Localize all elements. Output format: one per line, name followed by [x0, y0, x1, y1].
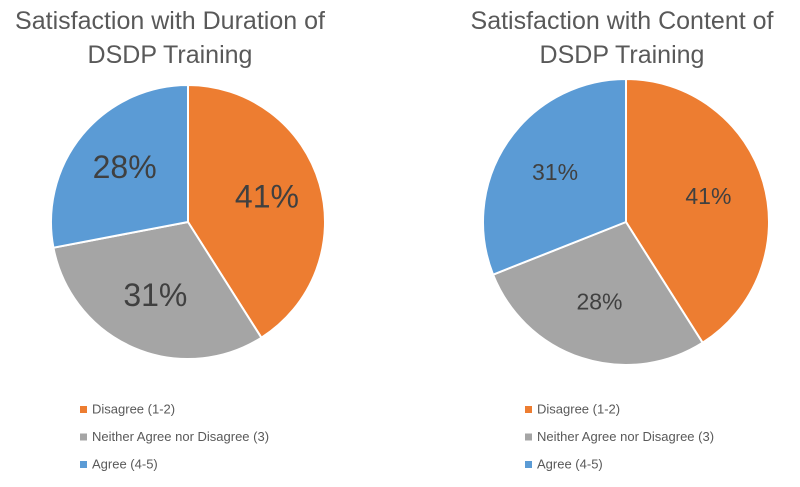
- pie-slice: [50, 83, 189, 249]
- legend-swatch: [80, 433, 87, 441]
- data-label: 28%: [576, 289, 622, 315]
- legend-label: Agree (4-5): [92, 456, 158, 471]
- legend-label: Disagree (1-2): [92, 401, 175, 416]
- legend-swatch: [525, 406, 532, 413]
- legend-label: Neither Agree nor Disagree (3): [92, 429, 269, 444]
- legend-label: Neither Agree nor Disagree (3): [537, 429, 714, 444]
- data-label: 41%: [685, 183, 731, 209]
- data-label: 31%: [532, 159, 578, 185]
- legend-label: Disagree (1-2): [537, 401, 620, 416]
- legend-label: Agree (4-5): [537, 456, 603, 471]
- pie-slice: [52, 220, 263, 360]
- chart-title: Satisfaction with Content of DSDP Traini…: [470, 7, 774, 69]
- legend-swatch: [80, 461, 87, 468]
- legend-swatch: [80, 406, 87, 413]
- pie-slice: [482, 77, 627, 276]
- chart-title: Satisfaction with Duration of DSDP Train…: [15, 7, 325, 69]
- pie-slice: [491, 220, 705, 366]
- data-label: 41%: [235, 179, 299, 215]
- data-label: 31%: [123, 277, 187, 313]
- data-label: 28%: [93, 149, 157, 185]
- legend-swatch: [525, 433, 532, 441]
- legend-swatch: [525, 461, 532, 468]
